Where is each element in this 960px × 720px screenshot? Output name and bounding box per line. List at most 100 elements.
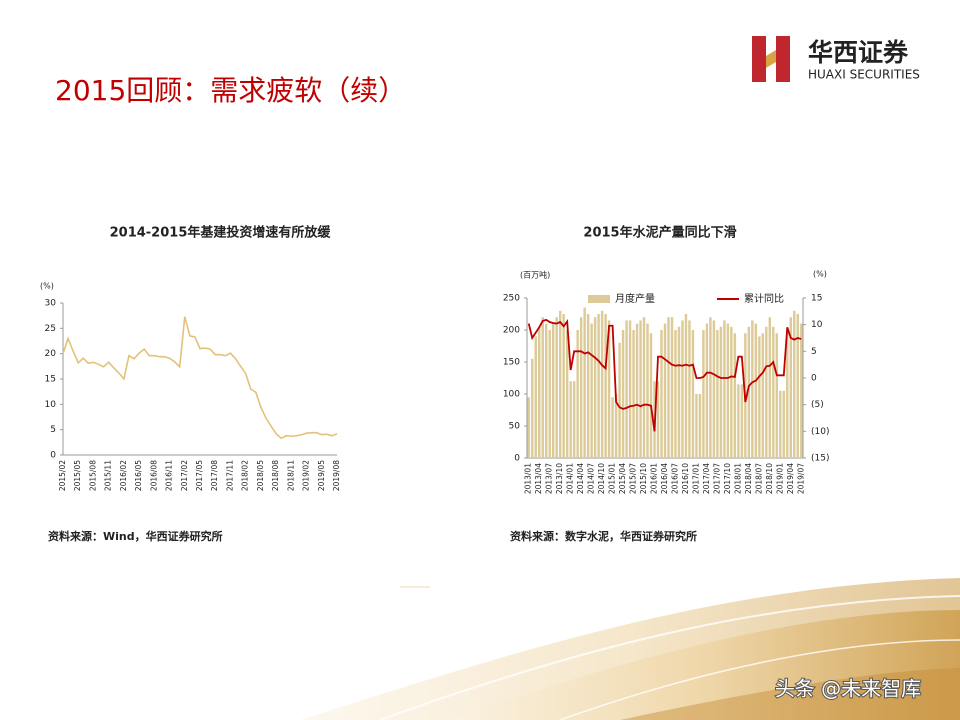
x-tick-label: 2014/04 <box>576 463 585 494</box>
bar <box>705 323 709 458</box>
x-tick-label: 2017/05 <box>195 460 204 491</box>
y-tick-label: 150 <box>503 358 520 368</box>
x-tick-label: 2013/10 <box>555 463 564 494</box>
bar <box>639 320 642 458</box>
x-tick-label: 2018/04 <box>744 463 753 494</box>
x-tick-label: 2018/01 <box>733 463 742 494</box>
x-tick-label: 2019/08 <box>332 460 341 491</box>
y-tick-label: 0 <box>50 451 56 461</box>
bar <box>607 320 611 458</box>
bar <box>618 342 621 458</box>
bar <box>593 317 597 458</box>
bar <box>611 397 614 458</box>
y2-tick-label: 15 <box>811 294 822 304</box>
y-unit: (百万吨) <box>520 270 550 280</box>
x-tick-label: 2015/02 <box>58 460 67 491</box>
x-tick-label: 2015/08 <box>88 460 97 491</box>
bar <box>733 333 737 458</box>
slide-title: 2015回顾：需求疲软（续） <box>55 74 406 107</box>
bar <box>723 320 726 458</box>
bar <box>621 330 625 458</box>
bar <box>740 384 744 458</box>
x-tick-label: 2017/07 <box>712 463 721 494</box>
x-tick-label: 2019/01 <box>775 463 784 494</box>
bar <box>667 317 670 458</box>
x-tick-label: 2017/04 <box>702 463 711 494</box>
x-tick-label: 2019/04 <box>786 463 795 494</box>
legend-swatch <box>588 295 610 303</box>
x-tick-label: 2013/01 <box>524 463 533 494</box>
bar <box>562 314 565 458</box>
x-tick-label: 2013/04 <box>534 463 543 494</box>
bar <box>600 310 604 458</box>
bar <box>786 330 789 458</box>
x-tick-label: 2019/07 <box>796 463 805 494</box>
y-tick-label: 250 <box>503 294 520 304</box>
bar <box>775 333 779 458</box>
bar <box>646 323 649 458</box>
bar <box>765 326 768 458</box>
y2-tick-label: 5 <box>811 347 817 357</box>
bar <box>716 330 719 458</box>
watermark: 头条 @未来智库 <box>775 677 921 701</box>
bar <box>754 323 758 458</box>
x-tick-label: 2016/01 <box>650 463 659 494</box>
bar <box>625 320 628 458</box>
x-tick-label: 2017/08 <box>210 460 219 491</box>
bar <box>538 326 541 458</box>
x-tick-label: 2016/10 <box>681 463 690 494</box>
y2-tick-label: (5) <box>811 400 824 410</box>
bar <box>660 330 663 458</box>
x-tick-label: 2017/02 <box>180 460 189 491</box>
bar <box>604 314 607 458</box>
bar <box>698 394 702 458</box>
bar <box>635 323 639 458</box>
y-tick-label: 200 <box>503 326 520 336</box>
bar <box>531 358 534 458</box>
x-tick-label: 2015/07 <box>629 463 638 494</box>
x-tick-label: 2016/11 <box>165 460 174 491</box>
x-tick-label: 2016/04 <box>660 463 669 494</box>
bar <box>800 323 803 458</box>
bar <box>761 333 765 458</box>
x-tick-label: 2015/01 <box>608 463 617 494</box>
logo: 华西证券 HUAXI SECURITIES <box>752 36 920 82</box>
bar <box>730 326 733 458</box>
bar <box>782 390 786 458</box>
y2-tick-label: 0 <box>811 374 817 384</box>
bar <box>681 320 684 458</box>
y-tick-label: 50 <box>509 422 521 432</box>
x-tick-label: 2014/01 <box>566 463 575 494</box>
bar <box>579 317 583 458</box>
x-tick-label: 2015/10 <box>639 463 648 494</box>
bar <box>555 317 558 458</box>
bar <box>548 330 551 458</box>
bar <box>674 330 677 458</box>
bar <box>586 314 590 458</box>
chart-title: 2015年水泥产量同比下滑 <box>583 225 736 241</box>
bar <box>691 330 695 458</box>
y-tick-label: 5 <box>50 425 56 435</box>
bar <box>642 317 646 458</box>
bar <box>572 381 576 458</box>
bar <box>772 326 775 458</box>
y2-tick-label: (10) <box>811 427 829 437</box>
x-tick-label: 2016/05 <box>134 460 143 491</box>
x-tick-label: 2016/02 <box>119 460 128 491</box>
bar <box>649 333 653 458</box>
bar <box>688 320 691 458</box>
y-tick-label: 10 <box>45 400 57 410</box>
line <box>62 316 338 440</box>
y2-tick-label: 10 <box>811 320 823 330</box>
x-tick-label: 2019/05 <box>317 460 326 491</box>
bar <box>628 320 632 458</box>
bar <box>726 323 730 458</box>
y-tick-label: 30 <box>45 299 57 309</box>
y-tick-label: 25 <box>45 324 56 334</box>
logo-en: HUAXI SECURITIES <box>808 68 920 82</box>
bar <box>583 307 586 458</box>
bar <box>677 326 681 458</box>
y2-unit: (%) <box>813 270 827 279</box>
bar <box>527 397 530 458</box>
